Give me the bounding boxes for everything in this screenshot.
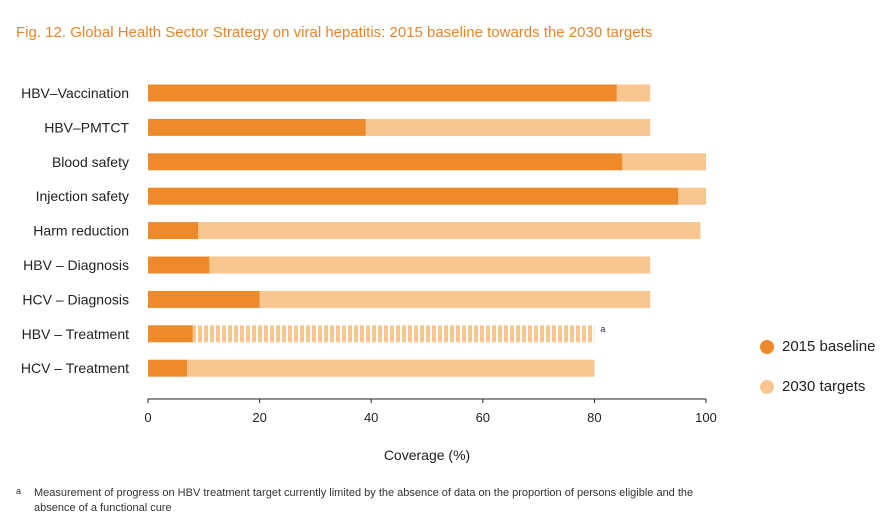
bar-baseline <box>148 359 188 377</box>
legend-swatch-baseline <box>760 340 774 354</box>
bar-target <box>622 153 706 171</box>
bar-target <box>192 325 595 343</box>
category-label: Blood safety <box>52 154 129 170</box>
bar-baseline <box>148 222 199 240</box>
category-label: HBV – Treatment <box>22 326 129 342</box>
bar-baseline <box>148 325 193 343</box>
category-label: Harm reduction <box>33 223 129 239</box>
bar-baseline <box>148 84 617 102</box>
bar-baseline <box>148 256 210 274</box>
x-tick-label: 20 <box>252 410 266 425</box>
legend-label-target: 2030 targets <box>782 378 866 395</box>
footnote-mark: a <box>16 486 22 496</box>
category-label: HBV–PMTCT <box>44 119 129 135</box>
category-label: HBV – Diagnosis <box>23 257 129 273</box>
bar-target <box>616 84 651 102</box>
bar-baseline <box>148 187 679 205</box>
bar-baseline <box>148 290 260 308</box>
chart-title: Fig. 12. Global Health Sector Strategy o… <box>16 24 653 41</box>
annotation-mark: a <box>600 324 605 334</box>
category-label: HBV–Vaccination <box>21 85 129 101</box>
category-label: Injection safety <box>36 188 129 204</box>
x-tick-label: 40 <box>364 410 378 425</box>
x-tick-label: 100 <box>695 410 717 425</box>
legend-swatch-target <box>760 380 774 394</box>
category-label: HCV – Diagnosis <box>22 291 129 307</box>
bar-target <box>678 187 706 205</box>
bar-target <box>209 256 651 274</box>
bar-target <box>198 222 701 240</box>
bar-target <box>259 290 651 308</box>
x-tick-label: 0 <box>144 410 151 425</box>
x-tick-label: 80 <box>587 410 601 425</box>
bar-target <box>365 118 651 136</box>
bar-baseline <box>148 118 366 136</box>
x-axis-label: Coverage (%) <box>384 447 470 463</box>
x-tick-label: 60 <box>476 410 490 425</box>
footnote-text: Measurement of progress on HBV treatment… <box>34 487 694 514</box>
category-label: HCV – Treatment <box>21 360 129 376</box>
bar-baseline <box>148 153 623 171</box>
legend-label-baseline: 2015 baseline <box>782 338 876 355</box>
bar-target <box>187 359 595 377</box>
